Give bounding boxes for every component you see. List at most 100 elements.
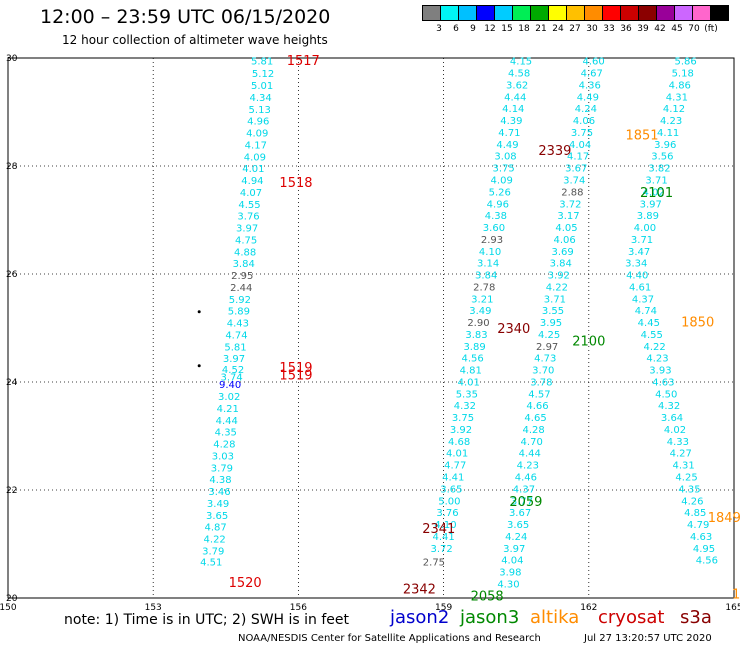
credit-line: NOAA/NESDIS Center for Satellite Applica… bbox=[238, 633, 541, 644]
legend-tick: 70 bbox=[688, 24, 700, 34]
wave-height-value: 4.81 bbox=[460, 366, 482, 377]
wave-height-value: 3.89 bbox=[637, 211, 659, 222]
legend-tick: (ft) bbox=[704, 24, 718, 34]
wave-height-value: 2.97 bbox=[536, 342, 558, 353]
wave-height-value: 4.44 bbox=[504, 92, 526, 103]
wave-height-value: 3.67 bbox=[565, 164, 587, 175]
wave-height-value: 4.10 bbox=[479, 247, 501, 258]
wave-height-value: 4.34 bbox=[250, 93, 272, 104]
wave-height-value: 3.14 bbox=[477, 259, 499, 270]
legend-ticks: 3 6 9 12 15 18 21 24 27 30 33 36 39 42 45 70 (ft) bbox=[422, 21, 728, 35]
wave-height-value: 3.95 bbox=[540, 318, 562, 329]
wave-height-value: 4.04 bbox=[501, 556, 523, 567]
wave-height-value: 3.02 bbox=[218, 392, 240, 403]
wave-height-value: 3.67 bbox=[509, 508, 531, 519]
wave-height-value: 3.97 bbox=[223, 354, 245, 365]
x-tick-label: 159 bbox=[435, 603, 452, 613]
wave-height-value: 4.31 bbox=[673, 461, 695, 472]
wave-height-value: 4.70 bbox=[521, 437, 543, 448]
wave-height-value: 4.27 bbox=[670, 449, 692, 460]
wave-height-value: 3.65 bbox=[507, 520, 529, 531]
pass-time-label: 2340 bbox=[497, 322, 530, 337]
wave-height-value: 3.62 bbox=[506, 80, 528, 91]
wave-height-value: 3.49 bbox=[469, 306, 491, 317]
wave-height-value: 4.57 bbox=[528, 389, 550, 400]
wave-height-value: 3.79 bbox=[202, 546, 224, 557]
x-tick-label: 153 bbox=[145, 603, 162, 613]
wave-height-value: 4.43 bbox=[227, 319, 249, 330]
wave-height-value: 4.74 bbox=[225, 330, 247, 341]
pass-time-label: 2339 bbox=[538, 144, 571, 159]
wave-height-value: 4.09 bbox=[246, 129, 268, 140]
wave-height-value: 4.55 bbox=[641, 330, 663, 341]
wave-height-value: 4.24 bbox=[505, 532, 527, 543]
legend-tick: 42 bbox=[654, 24, 666, 34]
wave-height-value: 3.92 bbox=[450, 425, 472, 436]
wave-height-value: 4.65 bbox=[524, 413, 546, 424]
pass-time-label: 2058 bbox=[471, 589, 504, 604]
wave-height-value: 4.88 bbox=[234, 247, 256, 258]
wave-height-value: 4.96 bbox=[487, 199, 509, 210]
legend-tick: 21 bbox=[535, 24, 547, 34]
wave-height-value: 4.49 bbox=[496, 140, 518, 151]
wave-height-value: 4.22 bbox=[204, 535, 226, 546]
wave-height-value: 4.01 bbox=[242, 164, 264, 175]
wave-height-value: 4.22 bbox=[546, 282, 568, 293]
wave-height-value: 3.21 bbox=[471, 294, 493, 305]
wave-height-value: 4.02 bbox=[643, 187, 665, 198]
wave-height-value: 4.25 bbox=[538, 330, 560, 341]
wave-height-value: 3.83 bbox=[465, 330, 487, 341]
wave-height-value: 3.97 bbox=[640, 199, 662, 210]
wave-height-value: 4.07 bbox=[240, 188, 262, 199]
legend-tick: 12 bbox=[484, 24, 496, 34]
wave-height-value: 4.51 bbox=[200, 557, 222, 568]
legend-tick: 39 bbox=[637, 24, 649, 34]
wave-height-value: 3.47 bbox=[628, 247, 650, 258]
wave-height-value: 4.17 bbox=[567, 152, 589, 163]
wave-height-value: 3.65 bbox=[440, 484, 462, 495]
wave-height-value: 4.31 bbox=[666, 92, 688, 103]
wave-height-value: 4.04 bbox=[569, 140, 591, 151]
wave-height-value: 4.35 bbox=[678, 484, 700, 495]
wave-height-value: 4.15 bbox=[510, 57, 532, 68]
wave-height-value: 3.34 bbox=[625, 259, 647, 270]
wave-height-value: 4.56 bbox=[462, 354, 484, 365]
legend-tick: 9 bbox=[470, 24, 476, 34]
wave-height-value: 3.55 bbox=[542, 306, 564, 317]
wave-height-value: 4.55 bbox=[238, 200, 260, 211]
map-frame bbox=[7, 57, 735, 599]
wave-height-value: 4.33 bbox=[667, 437, 689, 448]
satellite-label: cryosat bbox=[598, 607, 665, 628]
wave-height-value: 4.32 bbox=[658, 401, 680, 412]
wave-height-value: 4.21 bbox=[217, 404, 239, 415]
wave-height-value: 3.74 bbox=[220, 373, 242, 384]
wave-height-value: 3.77 bbox=[511, 496, 533, 507]
wave-height-value: 4.45 bbox=[638, 318, 660, 329]
wave-height-value: 4.05 bbox=[555, 223, 577, 234]
wave-height-value: 2.78 bbox=[473, 282, 495, 293]
legend-tick: 15 bbox=[501, 24, 513, 34]
pass-time-label: 1519 bbox=[279, 368, 312, 383]
wave-height-value: 2.93 bbox=[481, 235, 503, 246]
wave-height-value: 4.23 bbox=[646, 354, 668, 365]
wave-height-value: 5.81 bbox=[251, 57, 273, 68]
wave-height-value: 4.44 bbox=[216, 416, 238, 427]
legend-tick: 45 bbox=[671, 24, 683, 34]
wave-height-value: 4.17 bbox=[245, 140, 267, 151]
wave-height-value: 5.92 bbox=[229, 295, 251, 306]
pass-time-label: 1520 bbox=[229, 576, 262, 591]
footer-note: note: 1) Time is in UTC; 2) SWH is in fe… bbox=[64, 612, 350, 628]
wave-height-value: 4.02 bbox=[664, 425, 686, 436]
wave-height-value: 4.94 bbox=[241, 176, 263, 187]
y-tick-label: 28 bbox=[6, 162, 18, 172]
wave-height-value: 3.64 bbox=[661, 413, 683, 424]
pass-time-label: 2100 bbox=[572, 334, 605, 349]
wave-height-value: 4.14 bbox=[502, 104, 524, 115]
wave-height-value: 5.12 bbox=[252, 69, 274, 80]
wave-height-value: 4.73 bbox=[534, 354, 556, 365]
legend-swatch bbox=[710, 5, 729, 21]
wave-height-value: 4.50 bbox=[655, 389, 677, 400]
wave-height-value: 4.37 bbox=[632, 294, 654, 305]
wave-height-value: 4.58 bbox=[508, 69, 530, 80]
wave-height-value: 9.40 bbox=[219, 380, 241, 391]
